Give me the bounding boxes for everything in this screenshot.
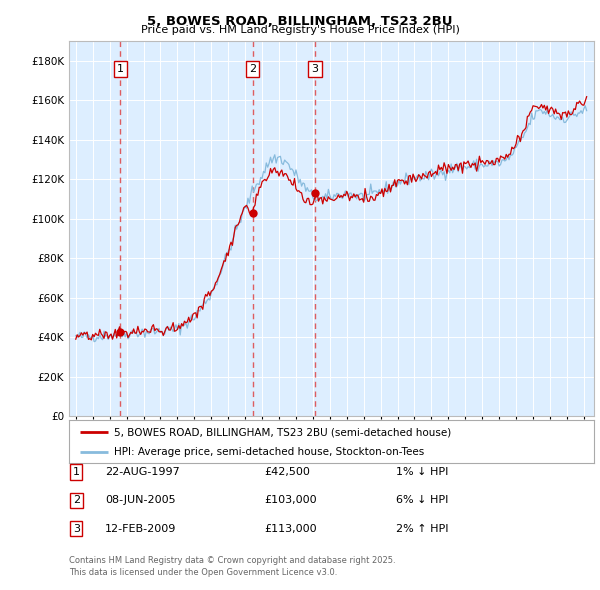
Text: 1: 1	[73, 467, 80, 477]
Text: Contains HM Land Registry data © Crown copyright and database right 2025.
This d: Contains HM Land Registry data © Crown c…	[69, 556, 395, 576]
Text: £113,000: £113,000	[264, 524, 317, 533]
Text: 22-AUG-1997: 22-AUG-1997	[105, 467, 180, 477]
Text: 08-JUN-2005: 08-JUN-2005	[105, 496, 176, 505]
Text: £42,500: £42,500	[264, 467, 310, 477]
Text: 5, BOWES ROAD, BILLINGHAM, TS23 2BU (semi-detached house): 5, BOWES ROAD, BILLINGHAM, TS23 2BU (sem…	[113, 427, 451, 437]
Text: 2: 2	[73, 496, 80, 505]
Text: 5, BOWES ROAD, BILLINGHAM, TS23 2BU: 5, BOWES ROAD, BILLINGHAM, TS23 2BU	[147, 15, 453, 28]
Text: HPI: Average price, semi-detached house, Stockton-on-Tees: HPI: Average price, semi-detached house,…	[113, 447, 424, 457]
Text: 3: 3	[73, 524, 80, 533]
Text: 1: 1	[117, 64, 124, 74]
Text: 2% ↑ HPI: 2% ↑ HPI	[396, 524, 449, 533]
Text: 3: 3	[311, 64, 319, 74]
Text: 6% ↓ HPI: 6% ↓ HPI	[396, 496, 448, 505]
Text: 12-FEB-2009: 12-FEB-2009	[105, 524, 176, 533]
Text: 1% ↓ HPI: 1% ↓ HPI	[396, 467, 448, 477]
Text: 2: 2	[249, 64, 256, 74]
Text: £103,000: £103,000	[264, 496, 317, 505]
Text: Price paid vs. HM Land Registry's House Price Index (HPI): Price paid vs. HM Land Registry's House …	[140, 25, 460, 35]
